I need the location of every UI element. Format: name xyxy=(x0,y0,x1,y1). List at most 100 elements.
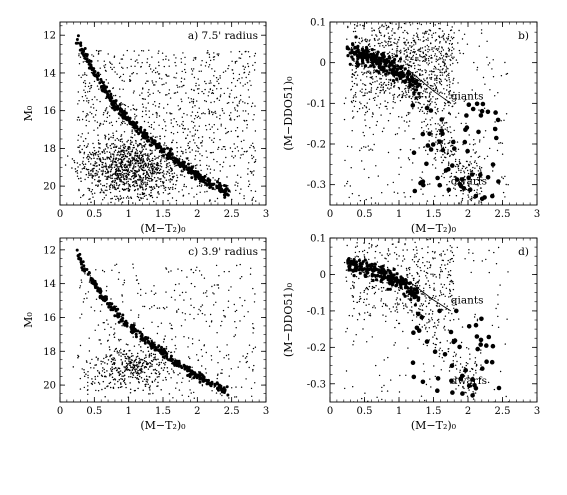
star-point xyxy=(431,71,433,73)
star-point xyxy=(444,63,446,65)
clump-star-point xyxy=(132,177,135,180)
star-point xyxy=(402,94,404,96)
sequence-star-point xyxy=(216,180,219,184)
star-point xyxy=(470,155,472,158)
field-star-point xyxy=(165,267,167,269)
clump-star-point xyxy=(88,160,90,163)
field-star-point xyxy=(180,146,182,148)
star-point xyxy=(368,91,371,93)
star-point xyxy=(443,176,445,179)
star-point xyxy=(421,171,424,173)
field-star-point xyxy=(82,61,85,63)
star-point xyxy=(484,130,487,132)
field-star-point xyxy=(127,188,129,190)
clump-star-point xyxy=(146,170,148,173)
star-point xyxy=(476,69,478,71)
giant-branch-line xyxy=(409,70,452,104)
field-star-point xyxy=(146,61,148,64)
star-point xyxy=(442,59,444,61)
star-point xyxy=(369,61,372,64)
dense-star-point xyxy=(382,65,386,69)
star-point xyxy=(416,34,419,36)
star-point xyxy=(419,55,421,57)
field-star-point xyxy=(91,54,93,56)
field-star-point xyxy=(198,88,200,90)
field-star-point xyxy=(235,327,237,329)
star-point xyxy=(474,167,476,169)
star-point xyxy=(481,220,482,221)
star-point xyxy=(356,110,359,113)
star-point xyxy=(439,132,441,135)
field-star-point xyxy=(174,61,176,64)
star-point xyxy=(467,194,469,196)
field-star-point xyxy=(234,107,236,109)
star-point xyxy=(435,103,437,106)
field-star-point xyxy=(171,338,173,341)
star-point xyxy=(445,70,448,73)
clump-star-point xyxy=(99,158,102,161)
field-star-point xyxy=(216,80,218,83)
star-point xyxy=(405,55,407,57)
field-star-point xyxy=(213,132,215,134)
star-point xyxy=(417,28,419,30)
star-point xyxy=(376,104,378,107)
field-star-point xyxy=(212,177,214,179)
star-point xyxy=(387,74,389,76)
field-star-point xyxy=(199,153,201,155)
field-star-point xyxy=(225,132,227,135)
star-point xyxy=(417,101,419,104)
star-point xyxy=(393,86,395,88)
clump-star-point xyxy=(108,176,110,179)
star-point xyxy=(363,105,366,107)
field-star-point xyxy=(213,137,215,140)
field-star-point xyxy=(141,98,144,100)
field-star-point xyxy=(85,119,88,122)
clump-star-point xyxy=(92,170,94,173)
field-star-point xyxy=(88,155,90,158)
sequence-star-point xyxy=(147,139,151,143)
star-point xyxy=(471,198,473,200)
clump-star-point xyxy=(101,151,104,154)
field-star-point xyxy=(234,61,237,63)
star-point xyxy=(387,32,389,34)
field-star-point xyxy=(237,182,239,184)
field-star-point xyxy=(115,120,118,123)
star-point xyxy=(483,158,486,160)
star-point xyxy=(389,44,391,47)
star-point xyxy=(443,72,446,74)
field-star-point xyxy=(101,189,103,192)
field-star-point xyxy=(244,357,247,359)
clump-star-point xyxy=(101,172,104,175)
field-star-point xyxy=(243,195,245,197)
star-point xyxy=(404,61,406,63)
field-star-point xyxy=(97,390,100,392)
field-star-point xyxy=(85,115,88,117)
clump-star-point xyxy=(165,165,168,167)
y-tick-label: -0.3 xyxy=(307,180,326,191)
field-star-point xyxy=(94,96,96,98)
star-point xyxy=(448,181,451,183)
star-point xyxy=(420,86,423,89)
field-star-point xyxy=(158,169,161,172)
clump-star-point xyxy=(186,158,188,160)
field-star-point xyxy=(79,317,81,319)
clump-star-point xyxy=(76,162,79,164)
clump-star-point xyxy=(83,151,86,154)
clump-star-point xyxy=(139,152,142,155)
star-point xyxy=(380,32,382,34)
star-point xyxy=(370,73,372,75)
field-star-point xyxy=(193,397,195,399)
clump-star-point xyxy=(118,169,120,171)
clump-star-point xyxy=(119,147,122,149)
field-star-point xyxy=(138,314,140,316)
bright-star-point xyxy=(452,146,457,151)
field-star-point xyxy=(228,270,230,273)
field-star-point xyxy=(181,116,183,118)
field-star-point xyxy=(108,115,111,117)
clump-star-point xyxy=(118,374,121,377)
field-star-point xyxy=(184,68,186,71)
clump-star-point xyxy=(147,153,149,155)
x-tick-label: 1.5 xyxy=(426,209,442,220)
star-point xyxy=(458,169,460,172)
bright-star-point xyxy=(485,109,491,115)
